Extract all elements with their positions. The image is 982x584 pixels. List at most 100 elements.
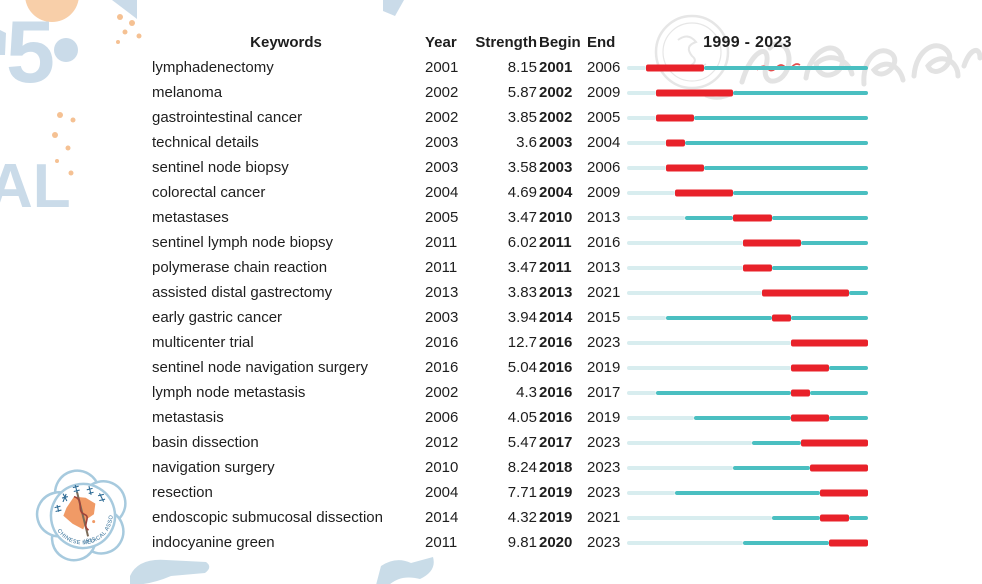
strength-cell: 3.6 [516, 134, 537, 151]
table-row: lymphadenectomy 2001 8.15 2001 2006 [0, 55, 982, 80]
end-cell: 2017 [587, 384, 621, 401]
burst-segment [790, 389, 811, 396]
timeline-bar [627, 330, 868, 355]
table-row: gastrointestinal cancer 2002 3.85 2002 2… [0, 105, 982, 130]
year-cell: 2002 [425, 384, 459, 401]
timeline-segment-pale [627, 115, 656, 120]
year-cell: 2012 [425, 434, 459, 451]
keyword-cell: gastrointestinal cancer [152, 109, 303, 126]
begin-cell: 2001 [539, 59, 573, 76]
keyword-cell: multicenter trial [152, 334, 254, 351]
strength-cell: 8.15 [507, 59, 537, 76]
year-cell: 2011 [425, 234, 458, 251]
table-header-row: Keywords Year Strength Begin End 1999 - … [0, 30, 982, 55]
year-cell: 2013 [425, 284, 459, 301]
burst-segment [790, 339, 868, 346]
keyword-cell: metastases [152, 209, 229, 226]
timeline-title: 1999 - 2023 [703, 34, 792, 51]
begin-cell: 2019 [539, 509, 573, 526]
strength-cell: 9.81 [507, 534, 537, 551]
burst-segment [665, 164, 705, 171]
timeline-segment-pale [627, 165, 666, 170]
end-cell: 2009 [587, 184, 621, 201]
timeline-segment-teal [655, 390, 791, 395]
burst-segment [829, 539, 868, 546]
table-row: sentinel lymph node biopsy 2011 6.02 201… [0, 230, 982, 255]
table-row: sentinel node navigation surgery 2016 5.… [0, 355, 982, 380]
year-cell: 2004 [425, 484, 459, 501]
timeline-bar [627, 455, 868, 480]
begin-cell: 2010 [539, 209, 573, 226]
begin-cell: 2002 [539, 109, 573, 126]
burst-segment [742, 239, 801, 246]
col-header-begin: Begin [539, 34, 581, 51]
timeline-bar [627, 130, 868, 155]
timeline-segment-teal [684, 140, 868, 145]
timeline-bar [627, 105, 868, 130]
keyword-cell: melanoma [152, 84, 223, 101]
end-cell: 2023 [587, 334, 621, 351]
timeline-segment-pale [627, 140, 666, 145]
timeline-segment-teal [810, 390, 868, 395]
begin-cell: 2011 [539, 259, 572, 276]
burst-segment [810, 464, 868, 471]
timeline-segment-teal [742, 540, 830, 545]
strength-cell: 3.83 [507, 284, 537, 301]
strength-cell: 3.47 [507, 259, 537, 276]
end-cell: 2023 [587, 434, 621, 451]
year-cell: 2014 [425, 509, 459, 526]
timeline-segment-teal [848, 290, 868, 295]
table-row: assisted distal gastrectomy 2013 3.83 20… [0, 280, 982, 305]
year-cell: 2010 [425, 459, 459, 476]
end-cell: 2006 [587, 59, 621, 76]
burst-segment [655, 89, 734, 96]
keyword-cell: resection [152, 484, 213, 501]
timeline-segment-pale [627, 65, 647, 70]
timeline-bar [627, 480, 868, 505]
timeline-segment-pale [627, 215, 685, 220]
col-header-end: End [587, 34, 616, 51]
timeline-segment-teal [771, 515, 820, 520]
end-cell: 2006 [587, 159, 621, 176]
table-row: metastases 2005 3.47 2010 2013 [0, 205, 982, 230]
year-cell: 2011 [425, 259, 458, 276]
begin-cell: 2004 [539, 184, 573, 201]
year-cell: 2003 [425, 159, 459, 176]
timeline-segment-teal [800, 240, 868, 245]
keyword-cell: polymerase chain reaction [152, 259, 328, 276]
year-cell: 2001 [425, 59, 459, 76]
table-row: metastasis 2006 4.05 2016 2019 [0, 405, 982, 430]
timeline-bar [627, 530, 868, 555]
end-cell: 2021 [587, 284, 621, 301]
year-cell: 2002 [425, 84, 459, 101]
table-row: melanoma 2002 5.87 2002 2009 [0, 80, 982, 105]
end-cell: 2023 [587, 484, 621, 501]
year-cell: 2016 [425, 334, 459, 351]
strength-cell: 6.02 [507, 234, 537, 251]
timeline-bar [627, 305, 868, 330]
timeline-segment-teal [675, 490, 820, 495]
keyword-cell: sentinel node navigation surgery [152, 359, 368, 376]
timeline-bar [627, 430, 868, 455]
timeline-segment-teal [733, 90, 868, 95]
begin-cell: 2013 [539, 284, 573, 301]
strength-cell: 3.58 [507, 159, 537, 176]
timeline-segment-teal [733, 465, 811, 470]
timeline-bar [627, 255, 868, 280]
burst-segment [733, 214, 772, 221]
end-cell: 2013 [587, 259, 621, 276]
timeline-bar [627, 405, 868, 430]
timeline-bar [627, 280, 868, 305]
end-cell: 2013 [587, 209, 621, 226]
begin-cell: 2002 [539, 84, 573, 101]
burst-segment [655, 114, 695, 121]
strength-cell: 3.94 [507, 309, 537, 326]
strength-cell: 4.69 [507, 184, 537, 201]
begin-cell: 2017 [539, 434, 573, 451]
timeline-segment-pale [627, 490, 676, 495]
strength-cell: 4.32 [507, 509, 537, 526]
timeline-segment-teal [752, 440, 801, 445]
end-cell: 2019 [587, 359, 621, 376]
strength-cell: 4.05 [507, 409, 537, 426]
